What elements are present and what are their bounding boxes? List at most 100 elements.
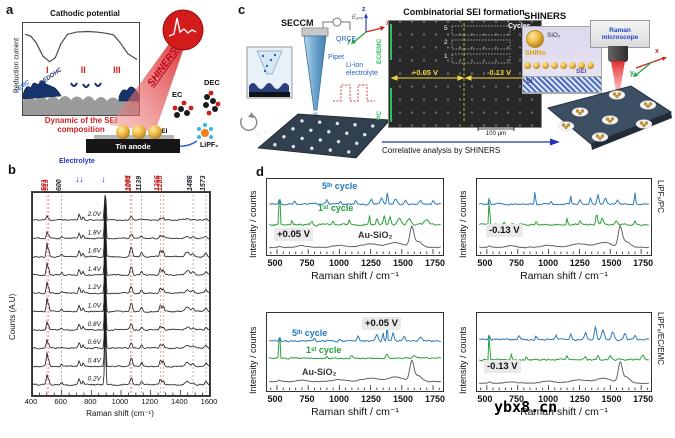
xtick-500: 500 xyxy=(267,258,283,268)
xtick-500: 500 xyxy=(477,258,493,268)
peak-label-1285: 1285 xyxy=(157,175,165,191)
xtick-750: 750 xyxy=(299,258,315,268)
watermark: ybx8.cn xyxy=(494,398,558,416)
tin-surface-shape xyxy=(23,96,139,115)
scalebar-label: 100 µm xyxy=(485,131,507,137)
pipette-cap xyxy=(301,27,329,37)
spectrum-curve-1.4V xyxy=(33,216,209,277)
ylabel-top-left: Intensity / counts xyxy=(248,190,258,258)
spectrum-curve-0.4V xyxy=(33,308,209,368)
curve-label-1ˢᵗ cycle: 1ˢᵗ cycle xyxy=(318,203,354,213)
peak-label-1074: 1074 xyxy=(125,175,133,191)
panel-a-plot-box: I II III xyxy=(22,22,140,116)
gold-nanoparticle-3 xyxy=(148,125,162,139)
xtick-1250: 1250 xyxy=(360,258,382,268)
spectrum-curve-0.8V xyxy=(33,270,209,332)
shins-label: SHINs xyxy=(525,50,546,57)
xtick-1000: 1000 xyxy=(538,394,559,404)
series-curve-5ᵗʰ cycle xyxy=(269,320,441,343)
region-label-III: III xyxy=(113,65,121,75)
voltage-label-0.4V: 0.4V xyxy=(88,357,102,364)
xtick-750: 750 xyxy=(299,394,315,404)
xtick-1500: 1500 xyxy=(601,258,622,268)
sem-annotations xyxy=(390,23,538,123)
raman-microscope-body: Raman microscope xyxy=(590,20,650,48)
voltage-label-0.8V: 0.8V xyxy=(88,321,102,328)
si-substrate-plate xyxy=(257,113,391,159)
condition-label: -0.13 V xyxy=(486,224,523,237)
voltage-label-1.6V: 1.6V xyxy=(88,248,102,255)
voltage-label-0.2V: 0.2V xyxy=(88,376,102,383)
xtick-1000: 1000 xyxy=(328,258,349,268)
sio2-label: SiO₂ xyxy=(547,32,561,39)
si-label: Si xyxy=(526,78,533,85)
xtick-1750: 1750 xyxy=(425,394,446,404)
cycles-title: Cycles xyxy=(508,23,531,30)
tin-anode-bar xyxy=(86,139,180,153)
raman-microscope-label: Raman microscope xyxy=(601,27,639,41)
series-curve-5ᵗʰ cycle xyxy=(479,325,649,342)
sei-mark-3 xyxy=(94,82,102,87)
series-curve-Au-SiO₂ xyxy=(479,361,649,385)
scalebar-icon xyxy=(477,127,515,131)
sample-spots xyxy=(557,90,657,142)
rotation-arrowhead xyxy=(248,112,254,118)
spectra-chart-2 xyxy=(266,312,444,392)
series-curve-1ˢᵗ cycle xyxy=(479,202,649,227)
panel-b-xlabel: Raman shift (cm⁻¹) xyxy=(86,409,154,418)
panel-b-label: b xyxy=(8,162,16,177)
raman-voltage-series-chart: 2.0V 1.8V 1.6V 1.4V 1.2V 1.0V 0.8V 0.6V 0.4V 0.2V xyxy=(32,192,210,396)
shin-particle-row xyxy=(524,62,598,69)
panel-b-ylabel: Counts (A.U) xyxy=(8,293,17,340)
au-sio2-particle-icon xyxy=(526,30,544,48)
mini-spectrum-icon xyxy=(168,17,197,37)
pipette-body xyxy=(303,35,327,111)
series-curve-Au-SiO₂ xyxy=(479,225,649,249)
xlabel: Raman shift / cm⁻¹ xyxy=(311,406,399,418)
electrolyte-arrow-icon: ↓ xyxy=(185,174,190,184)
series-curve-5ᵗʰ cycle xyxy=(269,192,441,206)
row-label-2: 2 xyxy=(444,39,448,46)
curve-label-5ᵗʰ cycle: 5ᵗʰ cycle xyxy=(322,181,358,191)
correlative-label: Correlative analysis by SHINERS xyxy=(382,146,501,155)
sei-deposit-left-shape xyxy=(23,80,62,100)
xtick-750: 750 xyxy=(509,394,525,404)
xtick-500: 500 xyxy=(267,394,283,404)
xtick-1400: 1400 xyxy=(170,397,188,406)
ecemc-bracket xyxy=(390,24,392,60)
shiners-sample-plate xyxy=(546,85,673,150)
curve-label-Au-SiO₂: Au-SiO₂ xyxy=(358,230,393,240)
tin-anode-label: Tin anode xyxy=(115,142,151,151)
inset-ion-dots xyxy=(261,53,277,73)
xtick-500: 500 xyxy=(477,394,493,404)
peak-label-513: 513 xyxy=(42,179,50,191)
sei-mark-1 xyxy=(70,82,78,87)
lipf6-label: LiPF₆ xyxy=(200,142,219,149)
voltage-label-0.6V: 0.6V xyxy=(88,339,102,346)
electrolyte-label: Electrolyte xyxy=(59,158,95,165)
spectra-plot-bottom-left: 500 750 1000 1250 1500 1750 Raman shift / cm⁻¹… xyxy=(266,312,445,422)
series-curve-1ˢᵗ cycle xyxy=(479,335,649,362)
xy-axes-right-icon xyxy=(633,57,667,77)
spectrum-curve-1.6V xyxy=(33,198,209,258)
panel-d-label: d xyxy=(256,164,264,179)
spectrum-curve-1.8V xyxy=(33,194,209,240)
ylabel-top-right: Intensity / counts xyxy=(458,190,468,258)
ecemc-label: EC/EMC xyxy=(376,38,383,64)
xtick-1250: 1250 xyxy=(569,258,590,268)
substrate-dot-array xyxy=(273,119,375,154)
voltage-left-label: +0.05 V xyxy=(412,68,439,77)
xtick-800: 800 xyxy=(84,397,97,406)
peak-label-1573: 1573 xyxy=(199,175,207,191)
spectrum-curve-1.0V xyxy=(33,253,209,313)
spectra-chart-0 xyxy=(266,178,444,256)
spectrum-curve-1.2V xyxy=(33,235,209,295)
voltage-label-1.8V: 1.8V xyxy=(88,229,102,236)
series-curve-1ˢᵗ cycle xyxy=(269,336,441,360)
ylabel-bottom-right: Intensity / counts xyxy=(458,326,468,394)
dec-label: DEC xyxy=(204,78,220,87)
spectra-plot-top-left: 500 750 1000 1250 1500 1750 Raman shift / cm⁻¹… xyxy=(266,178,445,284)
region-label-II: II xyxy=(81,65,86,75)
voltage-label-1.2V: 1.2V xyxy=(88,284,102,291)
